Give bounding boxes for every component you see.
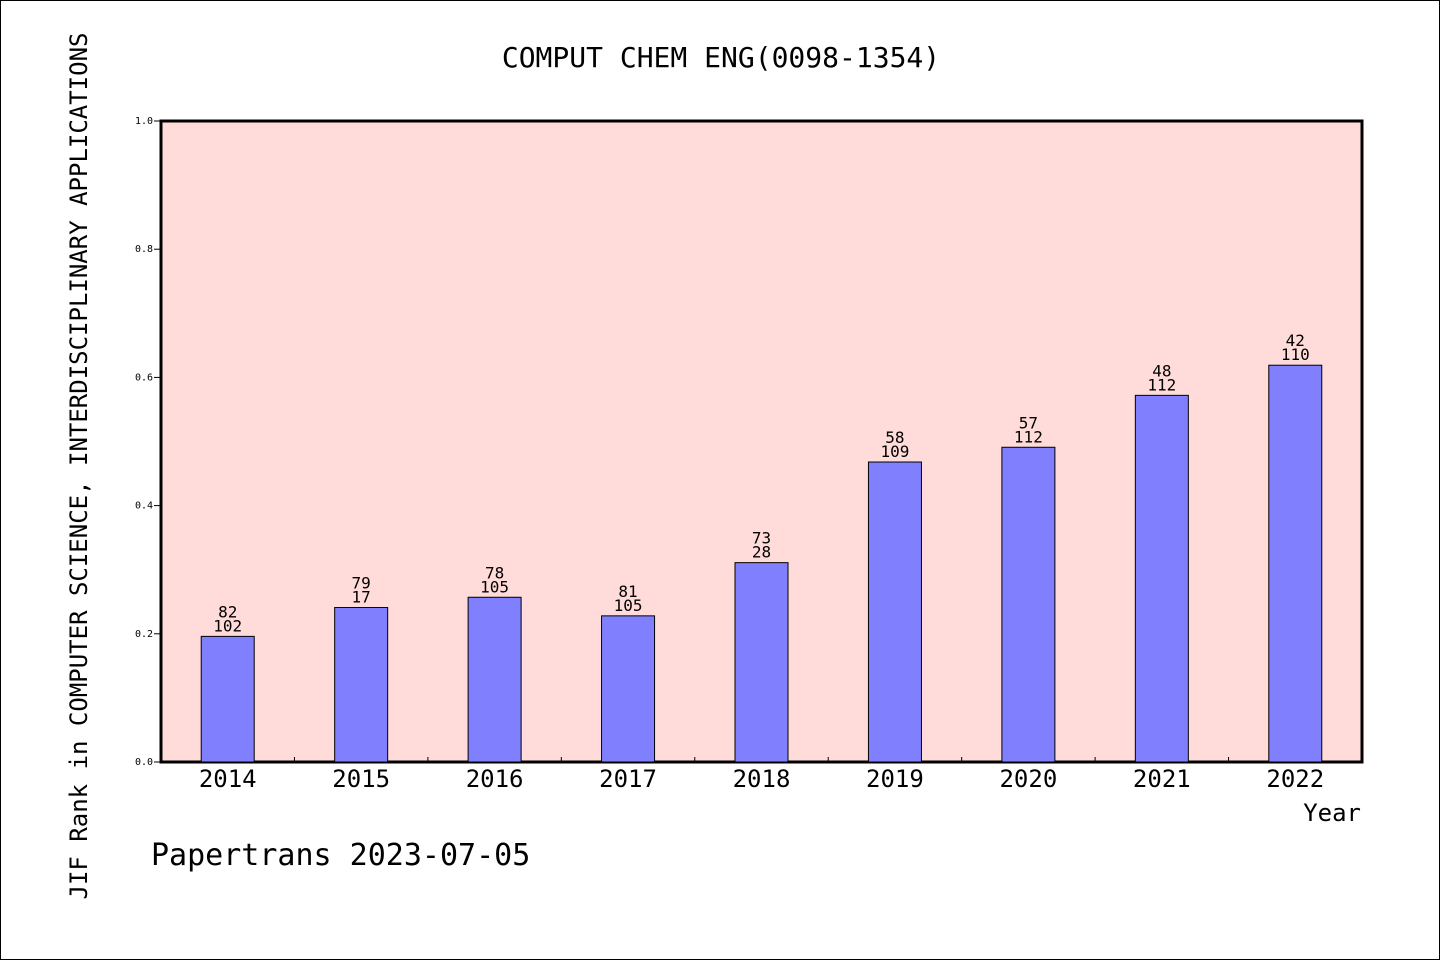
bar-rank-label: 73 (752, 529, 771, 548)
footer-credit: Papertrans 2023-07-05 (151, 838, 530, 873)
x-tick-label: 2018 (733, 765, 791, 793)
bar-rank-label: 48 (1152, 361, 1171, 380)
bar-total-label: 105 (614, 596, 643, 615)
bar (1134, 394, 1189, 763)
bar (467, 596, 522, 763)
y-tick-label: 1.0 (135, 116, 153, 127)
bar-total-label: 110 (1281, 345, 1310, 364)
y-tick-label: 0.8 (135, 244, 153, 255)
x-tick-label: 2015 (332, 765, 390, 793)
bar-rank-label: 79 (352, 574, 371, 593)
bar-total-label: 28 (752, 543, 771, 562)
bar-total-label: 17 (352, 588, 371, 607)
bar-total-label: 109 (880, 442, 909, 461)
x-tick-label: 2020 (999, 765, 1057, 793)
bar-rank-label: 57 (1019, 413, 1038, 432)
x-tick-label: 2016 (466, 765, 524, 793)
bar-rank-label: 81 (618, 582, 637, 601)
bar (334, 607, 389, 763)
x-tick-label: 2019 (866, 765, 924, 793)
bar-rank-label: 42 (1286, 331, 1305, 350)
x-tick-label: 2022 (1266, 765, 1324, 793)
bar (601, 615, 656, 763)
bar (734, 562, 789, 763)
bar (1268, 364, 1323, 763)
bar-total-label: 112 (1147, 375, 1176, 394)
y-axis-ticks: 0.0 0.2 0.4 0.6 0.8 1.0 (135, 116, 161, 768)
bar (1001, 446, 1056, 763)
bar-rank-label: 82 (218, 602, 237, 621)
x-axis-label: Year (1303, 799, 1361, 827)
chart-title: COMPUT CHEM ENG(0098-1354) (502, 41, 940, 74)
bar-rank-label: 78 (485, 563, 504, 582)
y-axis-label: JIF Rank in COMPUTER SCIENCE, INTERDISCI… (65, 33, 93, 900)
bar (200, 635, 255, 763)
x-axis-ticks: 2014 2015 2016 2017 2018 2019 2020 2021 2022 (199, 757, 1324, 793)
x-tick-label: 2014 (199, 765, 257, 793)
bar-total-label: 102 (213, 616, 242, 635)
y-tick-label: 0.4 (135, 501, 153, 512)
bar-total-label: 112 (1014, 427, 1043, 446)
bar-rank-label: 58 (885, 428, 904, 447)
bar (867, 461, 922, 763)
x-tick-label: 2017 (599, 765, 657, 793)
y-tick-label: 0.0 (135, 757, 153, 768)
y-tick-label: 0.6 (135, 372, 153, 383)
x-tick-label: 2021 (1133, 765, 1191, 793)
y-tick-label: 0.2 (135, 629, 153, 640)
bar-total-label: 105 (480, 577, 509, 596)
